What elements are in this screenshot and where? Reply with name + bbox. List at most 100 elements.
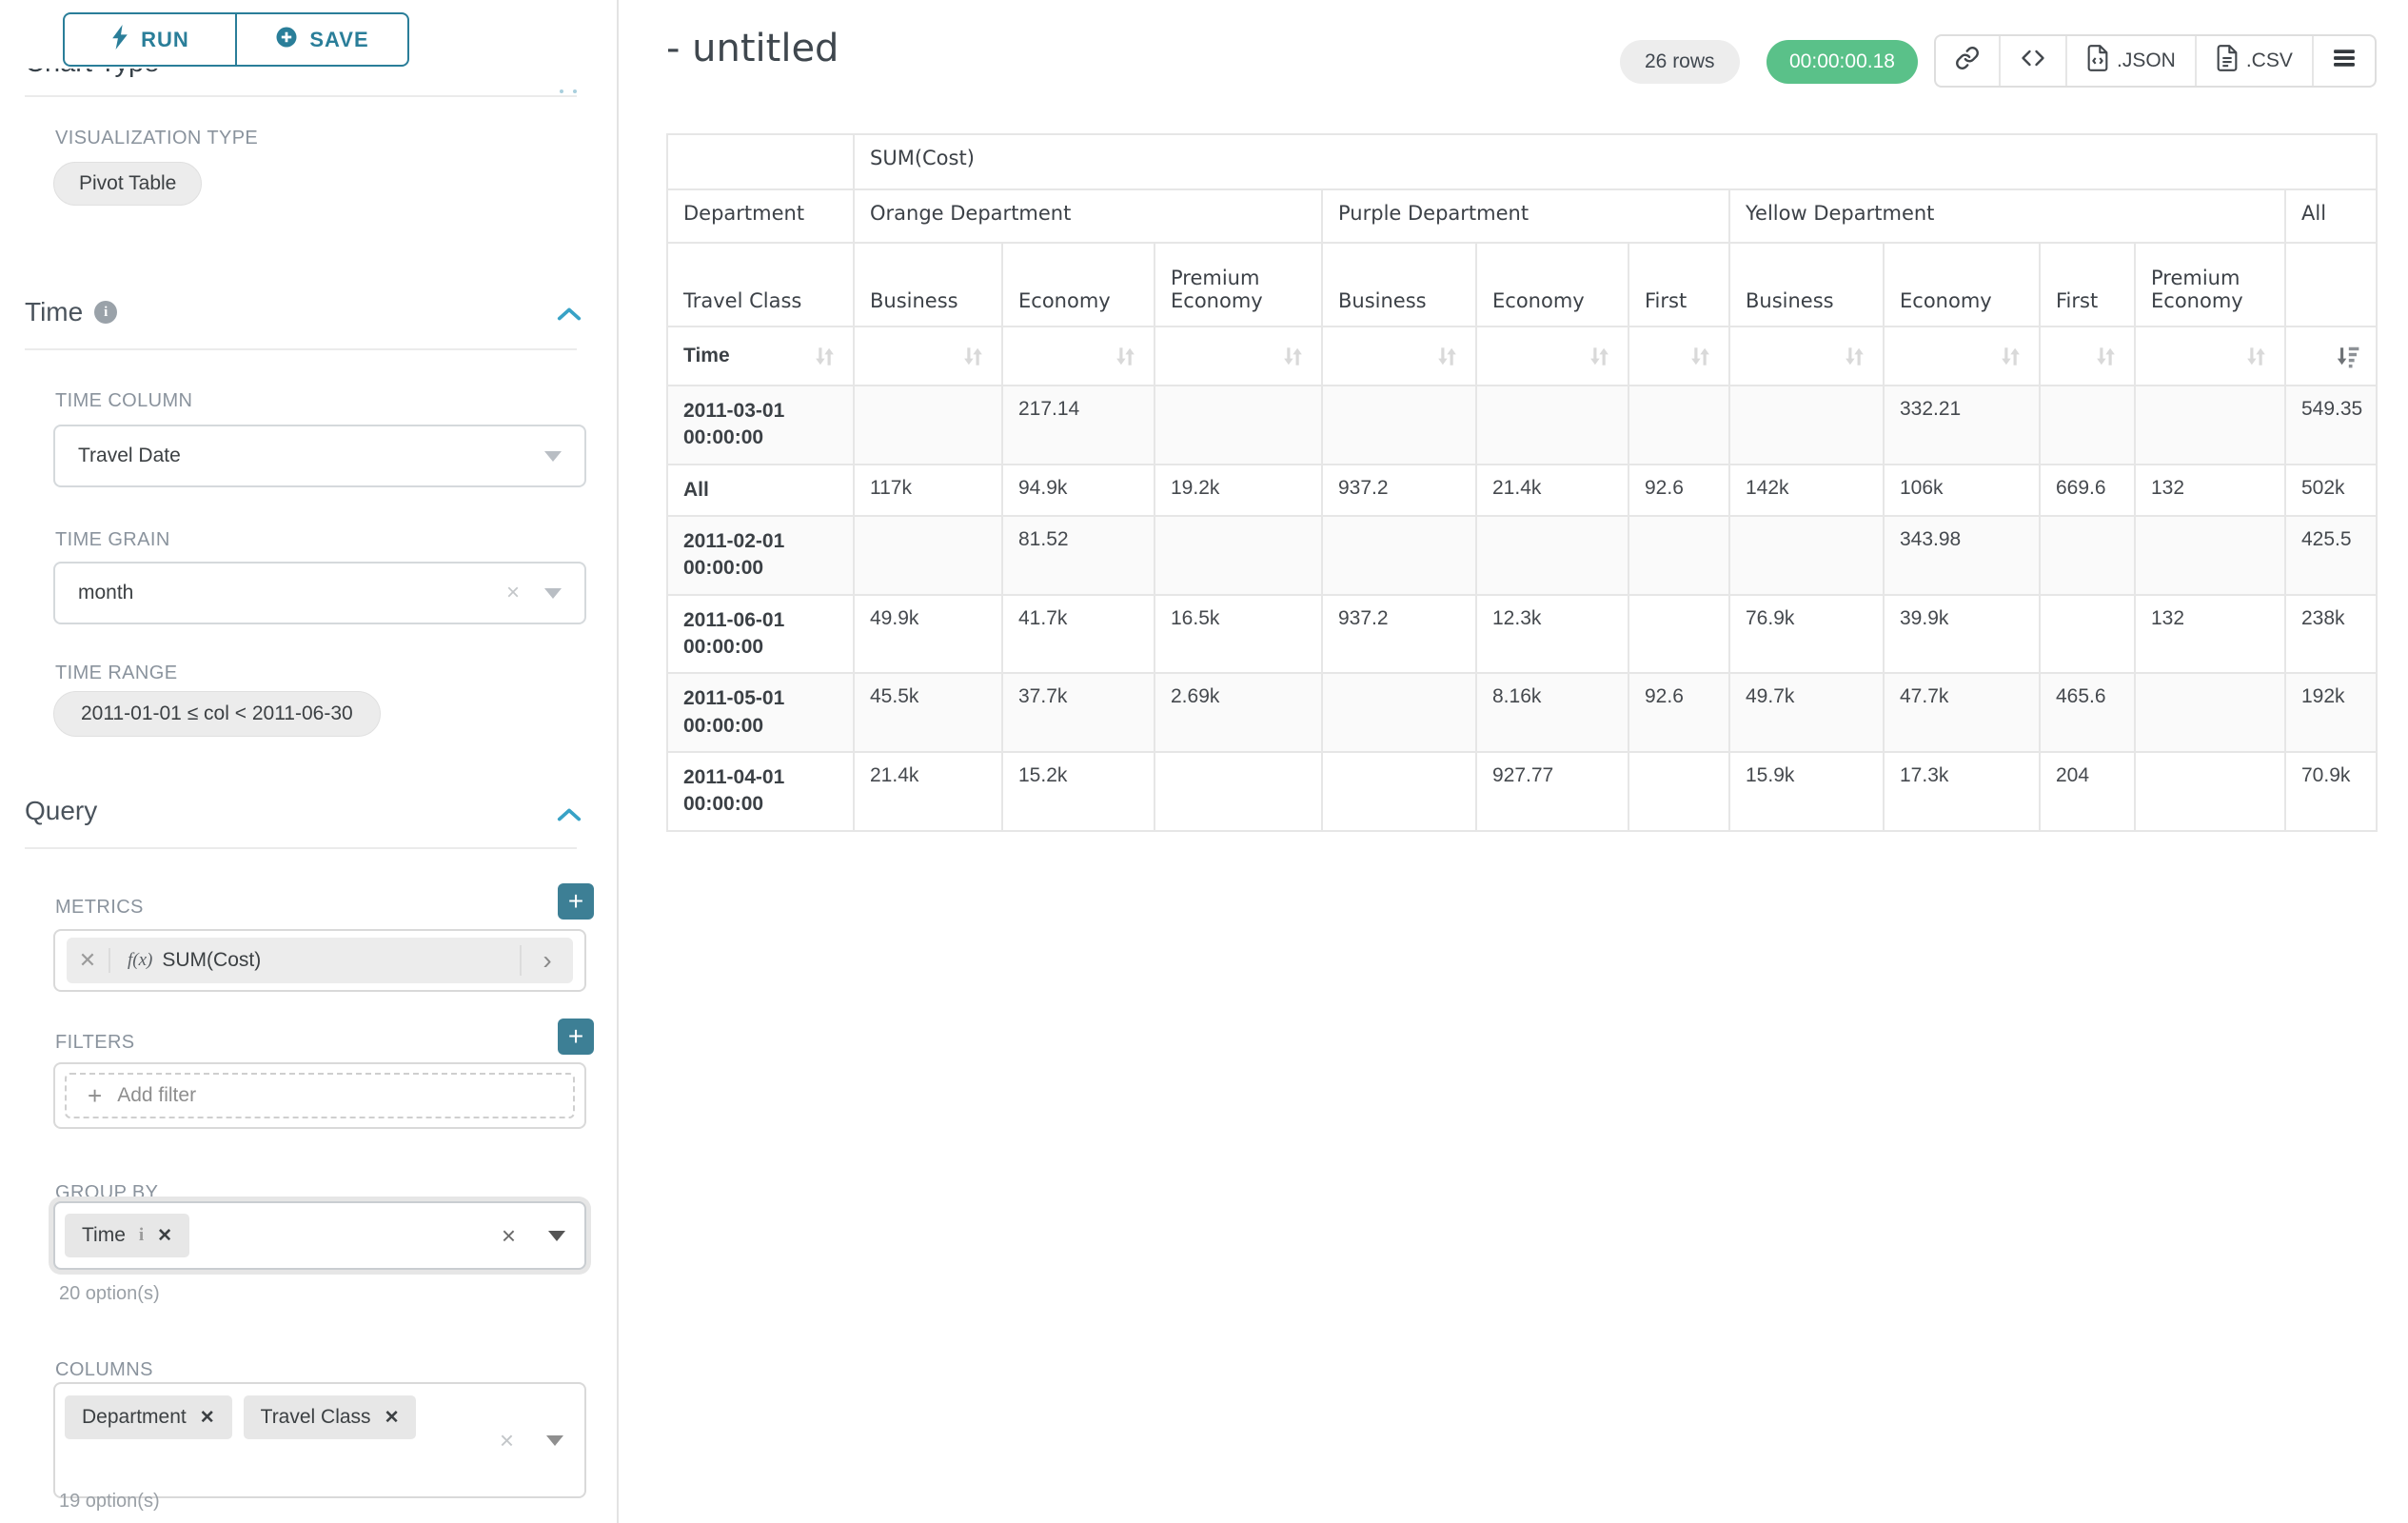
time-column-select[interactable]: Travel Date xyxy=(53,425,586,487)
time-sort-header[interactable]: Time xyxy=(667,326,854,386)
metric-chip[interactable]: ✕ f(x) SUM(Cost) › xyxy=(67,938,573,983)
more-menu-button[interactable] xyxy=(2314,36,2375,86)
value-cell: 549.35 xyxy=(2285,386,2377,465)
column-sort-header[interactable] xyxy=(1002,326,1155,386)
value-cell: 669.6 xyxy=(2040,465,2135,516)
column-sort-header[interactable] xyxy=(2040,326,2135,386)
query-duration-badge: 00:00:00.18 xyxy=(1767,40,1918,84)
caret-down-icon xyxy=(544,588,562,599)
value-cell: 332.21 xyxy=(1884,386,2040,465)
sort-toggle-icon xyxy=(960,343,986,370)
row-label: 2011-04-01 00:00:00 xyxy=(667,752,854,831)
clear-icon[interactable]: × xyxy=(506,580,520,606)
remove-chip-icon[interactable]: ✕ xyxy=(385,1407,400,1429)
chart-title[interactable]: - untitled xyxy=(666,27,839,70)
add-filter-dropzone[interactable]: + Add filter xyxy=(65,1073,575,1118)
value-cell: 117k xyxy=(854,465,1002,516)
embed-code-button[interactable] xyxy=(2001,36,2067,86)
control-panel: Chart Type RUN SAVE VISUALIZATION xyxy=(0,0,617,1523)
add-metric-button[interactable]: + xyxy=(558,883,594,920)
value-cell: 132 xyxy=(2135,465,2285,516)
clear-icon[interactable]: × xyxy=(502,1221,516,1251)
metrics-label: METRICS xyxy=(55,897,144,919)
time-grain-select[interactable]: month × xyxy=(53,562,586,624)
value-cell xyxy=(1155,516,1322,595)
value-cell xyxy=(1322,516,1476,595)
explore-page: Chart Type RUN SAVE VISUALIZATION xyxy=(0,0,2408,1523)
row-label: 2011-06-01 00:00:00 xyxy=(667,595,854,674)
value-cell: 16.5k xyxy=(1155,595,1322,674)
value-cell xyxy=(1322,752,1476,831)
group-by-select[interactable]: Time i ✕ × xyxy=(53,1201,586,1270)
sort-toggle-icon xyxy=(1688,343,1713,370)
remove-chip-icon[interactable]: ✕ xyxy=(200,1407,215,1429)
group-by-chip[interactable]: Time i ✕ xyxy=(65,1214,189,1257)
collapse-query-section[interactable] xyxy=(556,807,582,827)
value-cell: 49.9k xyxy=(854,595,1002,674)
sub-column-header: First xyxy=(2040,243,2135,326)
sort-toggle-icon xyxy=(1998,343,2023,370)
link-icon xyxy=(1955,46,1980,76)
sub-dimension-label: Travel Class xyxy=(667,243,854,326)
viz-type-pill[interactable]: Pivot Table xyxy=(53,162,202,206)
column-sort-header[interactable] xyxy=(1729,326,1884,386)
save-button[interactable]: SAVE xyxy=(236,12,409,67)
section-divider xyxy=(25,348,577,350)
export-csv-button[interactable]: .CSV xyxy=(2197,36,2314,86)
value-cell: 927.77 xyxy=(1476,752,1628,831)
column-sort-header[interactable] xyxy=(1476,326,1628,386)
filters-label: FILTERS xyxy=(55,1032,135,1054)
pivot-table: SUM(Cost) Department Orange Department P… xyxy=(666,133,2378,832)
value-cell: 15.9k xyxy=(1729,752,1884,831)
column-sort-header[interactable] xyxy=(1884,326,2040,386)
sort-toggle-icon xyxy=(1280,343,1306,370)
columns-select[interactable]: Department ✕ Travel Class ✕ × xyxy=(53,1382,586,1498)
table-row: 2011-02-01 00:00:0081.52343.98425.5 xyxy=(667,516,2377,595)
columns-label: COLUMNS xyxy=(55,1359,153,1381)
clear-icon[interactable]: × xyxy=(500,1426,514,1455)
remove-metric-icon[interactable]: ✕ xyxy=(67,948,110,973)
time-range-pill[interactable]: 2011-01-01 ≤ col < 2011-06-30 xyxy=(53,691,381,737)
export-json-button[interactable]: .JSON xyxy=(2067,36,2197,86)
plus-icon: + xyxy=(88,1081,102,1111)
department-header-row: Department Orange Department Purple Depa… xyxy=(667,189,2377,243)
add-filter-button[interactable]: + xyxy=(558,1019,594,1055)
table-row: 2011-05-01 00:00:0045.5k37.7k2.69k8.16k9… xyxy=(667,673,2377,752)
caret-down-icon xyxy=(548,1231,565,1241)
value-cell: 41.7k xyxy=(1002,595,1155,674)
column-sort-header[interactable] xyxy=(2135,326,2285,386)
travel-class-header-row: Travel Class Business Economy Premium Ec… xyxy=(667,243,2377,326)
table-row: 2011-06-01 00:00:0049.9k41.7k16.5k937.21… xyxy=(667,595,2377,674)
value-cell: 142k xyxy=(1729,465,1884,516)
column-sort-header[interactable] xyxy=(1155,326,1322,386)
export-toolbar: .JSON .CSV xyxy=(1934,34,2377,88)
column-sort-header[interactable] xyxy=(1628,326,1729,386)
value-cell: 21.4k xyxy=(854,752,1002,831)
row-count-badge: 26 rows xyxy=(1620,40,1740,84)
expand-metric-icon[interactable]: › xyxy=(520,945,573,976)
all-column-sort-header-desc[interactable] xyxy=(2285,326,2377,386)
columns-chip[interactable]: Travel Class ✕ xyxy=(244,1395,417,1439)
collapse-time-section[interactable] xyxy=(556,307,582,326)
columns-chip[interactable]: Department ✕ xyxy=(65,1395,232,1439)
value-cell xyxy=(2135,673,2285,752)
copy-link-button[interactable] xyxy=(1936,36,2001,86)
remove-chip-icon[interactable]: ✕ xyxy=(157,1225,172,1247)
value-cell xyxy=(2040,516,2135,595)
metric-header-cell: SUM(Cost) xyxy=(854,134,2377,189)
value-cell xyxy=(1628,516,1729,595)
value-cell: 70.9k xyxy=(2285,752,2377,831)
run-button[interactable]: RUN xyxy=(63,12,236,67)
file-text-icon xyxy=(2216,45,2239,77)
sort-toggle-icon xyxy=(1113,343,1138,370)
column-sort-header[interactable] xyxy=(854,326,1002,386)
row-label: 2011-03-01 00:00:00 xyxy=(667,386,854,465)
lightning-icon xyxy=(110,25,129,55)
column-sort-header[interactable] xyxy=(1322,326,1476,386)
value-cell: 937.2 xyxy=(1322,595,1476,674)
value-cell xyxy=(1476,386,1628,465)
value-cell xyxy=(2040,386,2135,465)
value-cell: 37.7k xyxy=(1002,673,1155,752)
value-cell: 17.3k xyxy=(1884,752,2040,831)
value-cell xyxy=(854,516,1002,595)
